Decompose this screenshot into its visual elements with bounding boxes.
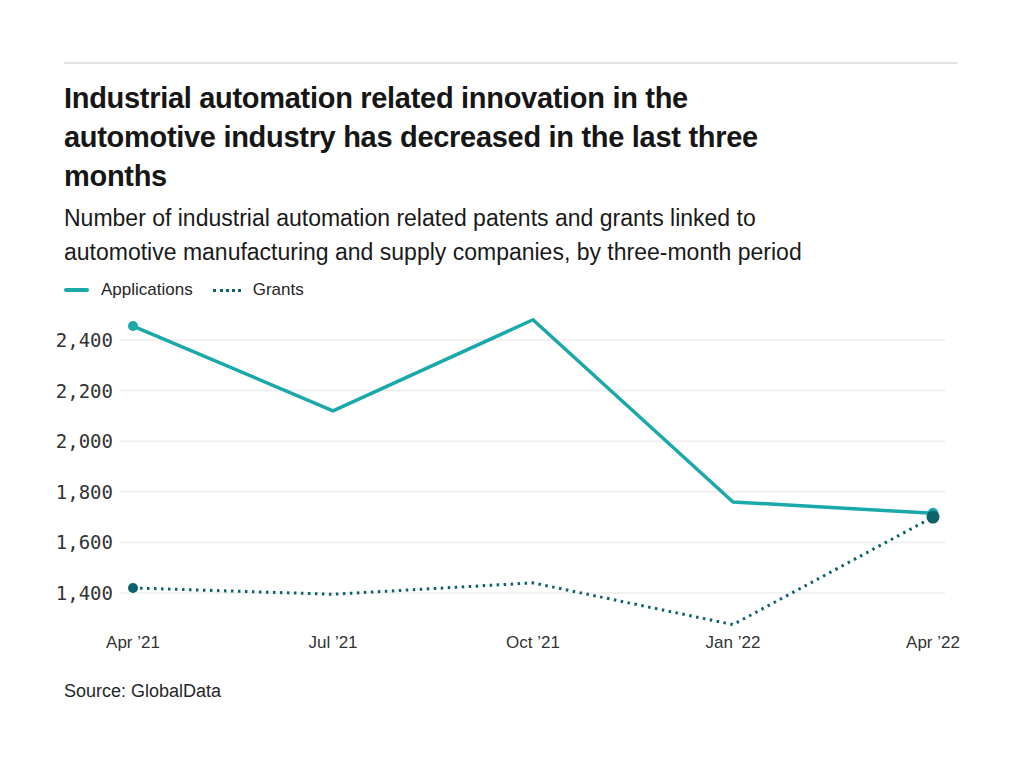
- grants-line: [133, 517, 933, 625]
- data-point-marker: [927, 511, 940, 524]
- y-tick-label: 1,800: [33, 480, 113, 504]
- data-point-marker: [128, 321, 138, 331]
- x-tick-label: Apr ’22: [883, 632, 983, 654]
- x-tick-label: Apr ’21: [83, 632, 183, 654]
- data-point-marker: [128, 583, 138, 593]
- chart-page: Industrial automation related innovation…: [0, 0, 1024, 768]
- y-tick-label: 2,400: [33, 328, 113, 352]
- x-tick-label: Jul ’21: [283, 632, 383, 654]
- y-tick-label: 1,600: [33, 530, 113, 554]
- y-tick-label: 1,400: [33, 581, 113, 605]
- x-tick-label: Oct ’21: [483, 632, 583, 654]
- x-tick-label: Jan ’22: [683, 632, 783, 654]
- y-tick-label: 2,000: [33, 429, 113, 453]
- applications-line: [133, 320, 933, 514]
- source-note: Source: GlobalData: [64, 681, 221, 702]
- y-tick-label: 2,200: [33, 379, 113, 403]
